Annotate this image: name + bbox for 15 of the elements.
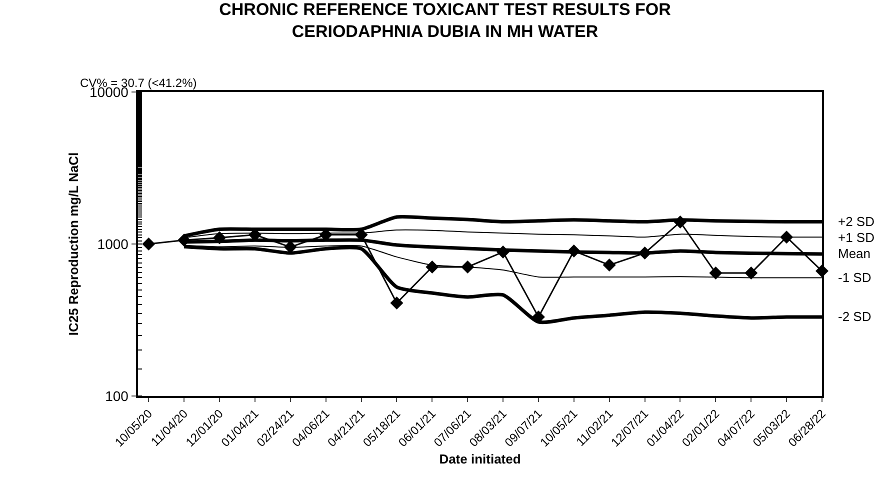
point [602, 258, 616, 272]
series-label: Mean [838, 246, 871, 261]
series-label: -2 SD [838, 309, 872, 324]
y-tick-label: 100 [105, 388, 129, 404]
series-label: -1 SD [838, 270, 872, 285]
point [744, 266, 758, 280]
point [390, 296, 404, 310]
series-label: +2 SD [838, 214, 874, 229]
chart-title: CHRONIC REFERENCE TOXICANT TEST RESULTS FOR CERIODAPHNIA DUBIA IN MH WATER [219, 0, 671, 42]
y-tick-label: 1000 [97, 236, 129, 252]
y-axis-title: IC25 Reproduction mg/L NaCl [66, 152, 81, 336]
point [709, 266, 722, 280]
point [142, 238, 156, 250]
x-axis-title: Date initiated [439, 452, 521, 467]
series-label: +1 SD [838, 230, 874, 245]
